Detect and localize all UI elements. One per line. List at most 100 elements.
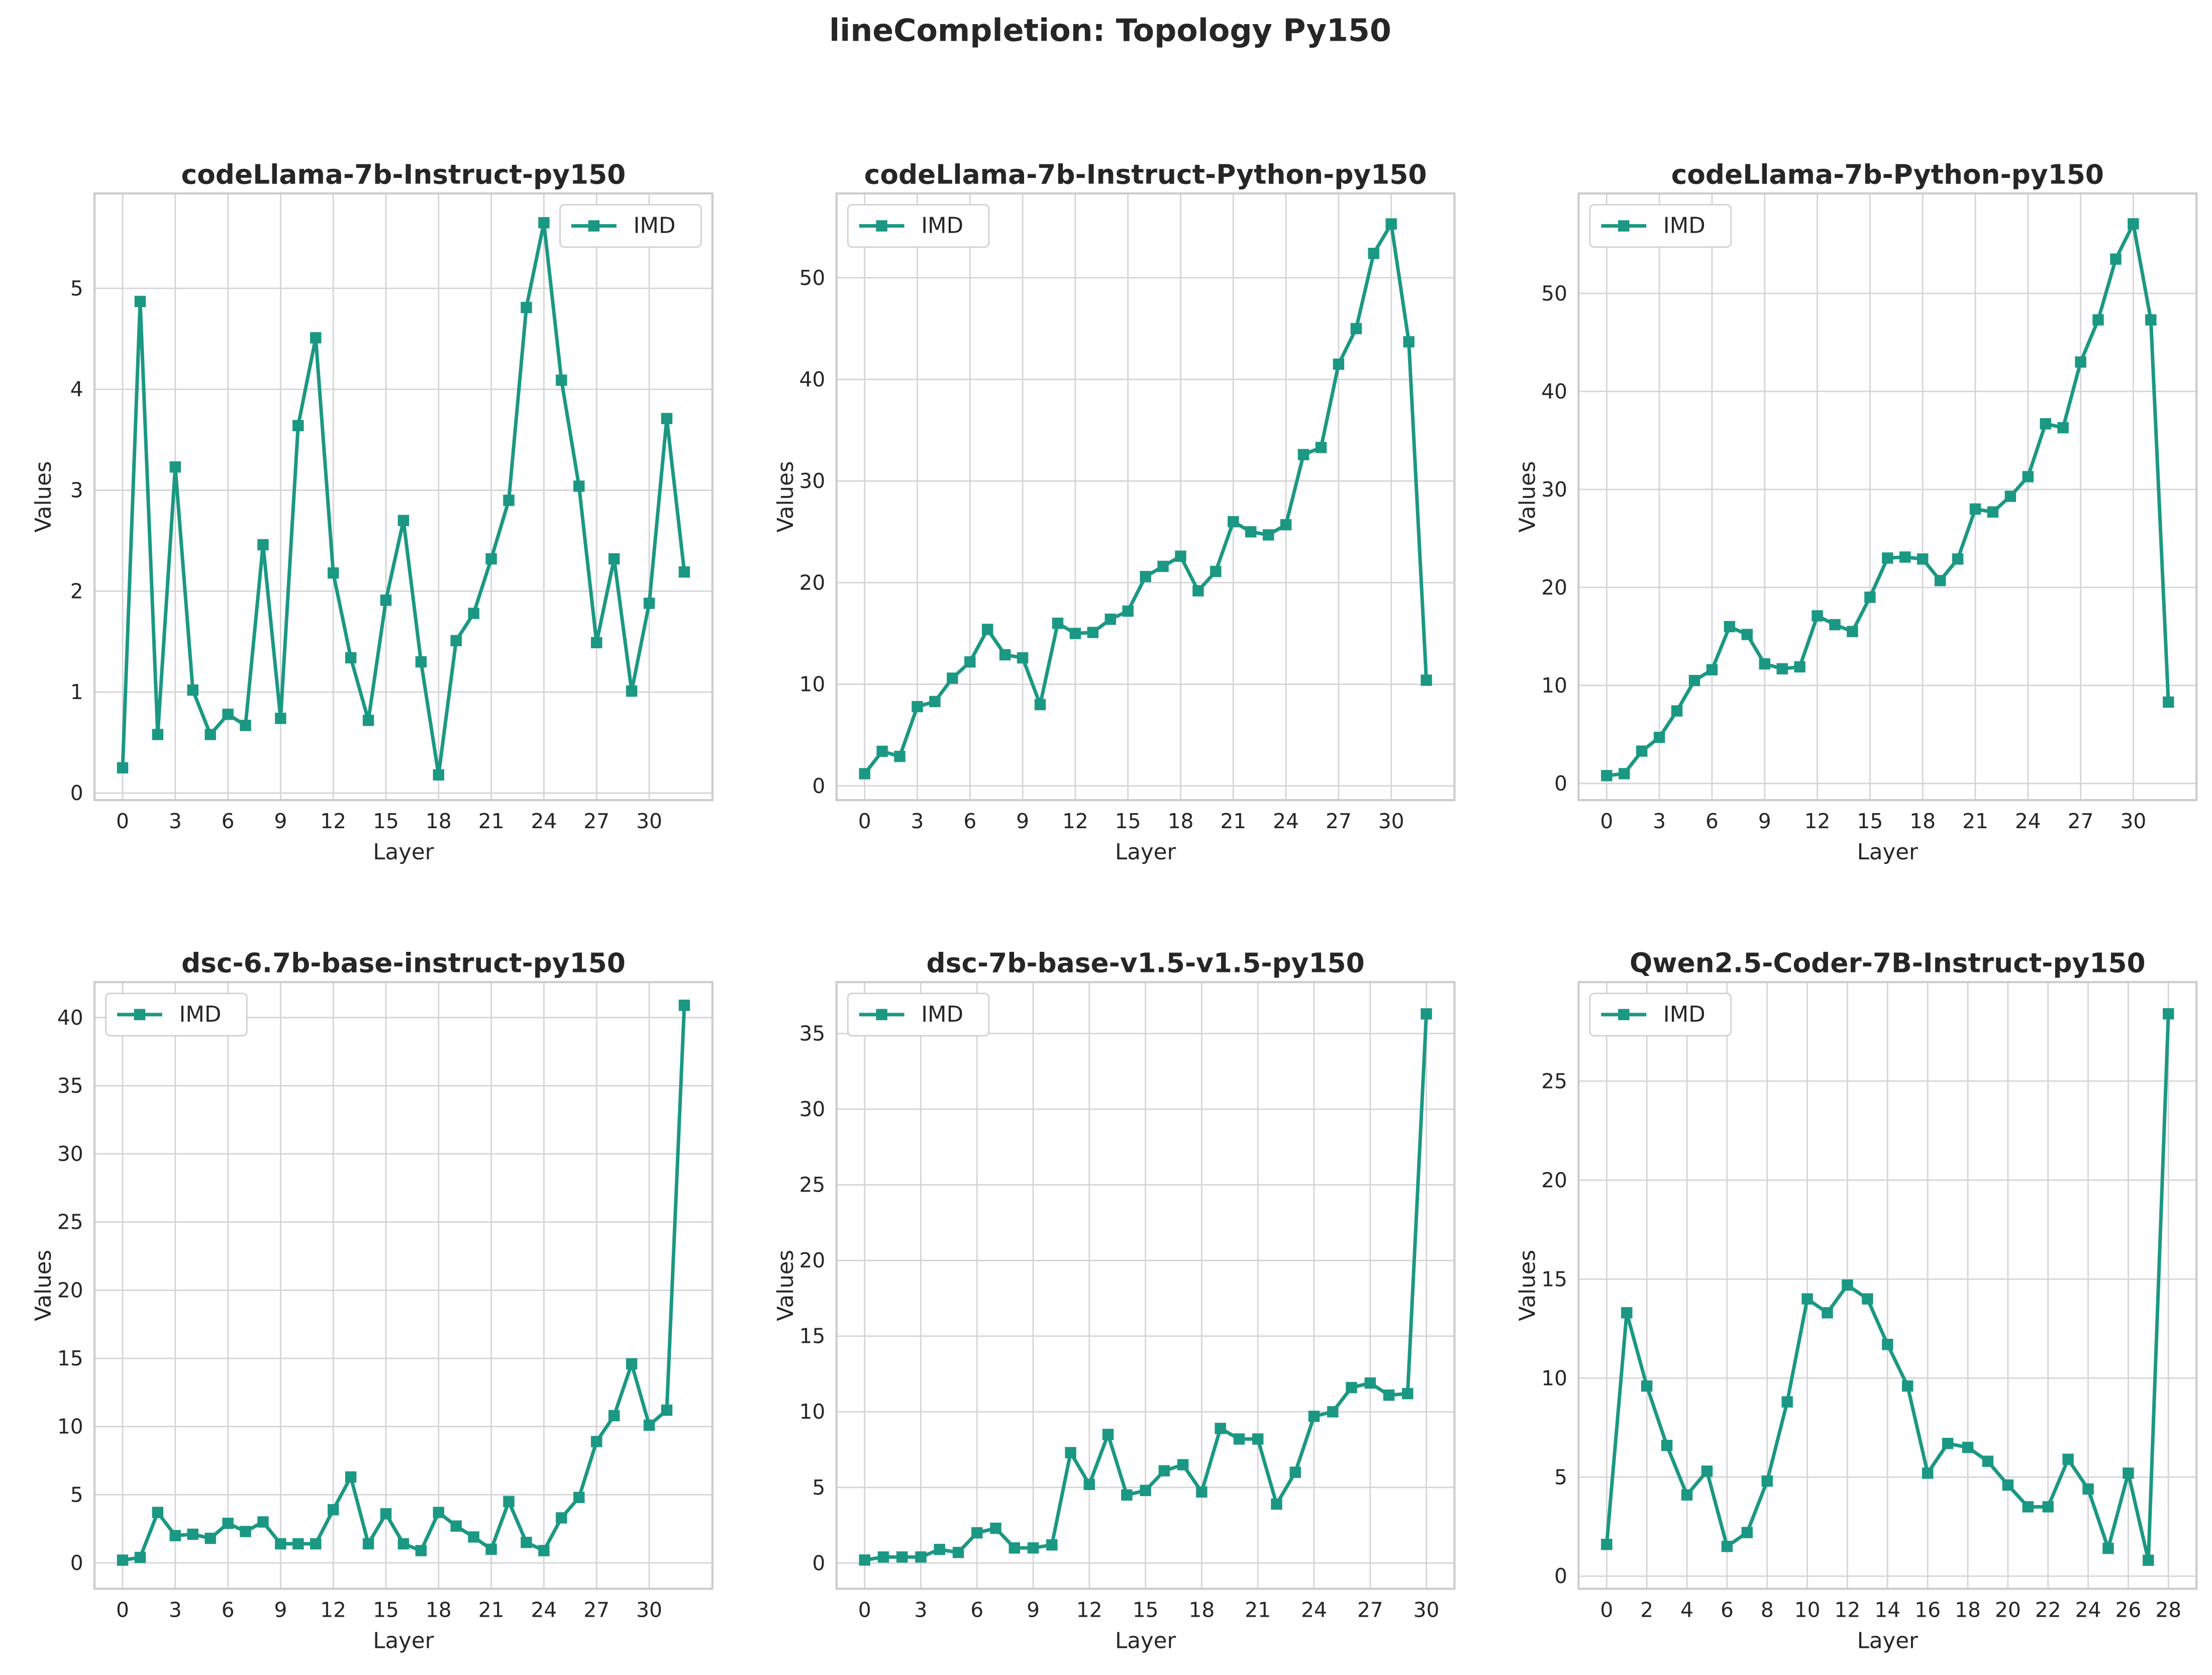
y-tick-label: 5 — [812, 1475, 825, 1500]
y-tick-label: 5 — [70, 1483, 83, 1507]
data-point — [896, 1551, 908, 1563]
data-point — [2004, 490, 2017, 502]
data-point — [1177, 1459, 1189, 1470]
data-point — [327, 567, 339, 579]
y-tick-label: 3 — [70, 478, 83, 502]
x-tick-label: 21 — [478, 1598, 505, 1622]
data-point — [1083, 1479, 1095, 1490]
y-tick-label: 4 — [70, 377, 83, 402]
data-point — [1781, 1396, 1793, 1408]
y-tick-label: 40 — [799, 367, 826, 391]
x-tick-label: 9 — [1758, 809, 1771, 833]
axes-frame — [835, 981, 1456, 1590]
x-tick-label: 24 — [531, 1598, 557, 1622]
data-point — [1721, 1540, 1733, 1552]
data-point — [1759, 658, 1770, 670]
data-point — [661, 1404, 673, 1416]
x-tick-label: 30 — [636, 809, 662, 833]
x-tick-label: 10 — [1794, 1598, 1821, 1622]
data-point — [1402, 1388, 1414, 1400]
legend-label: IMD — [921, 214, 963, 239]
y-tick-label: 20 — [799, 570, 826, 595]
data-point — [2123, 1467, 2134, 1479]
legend-box — [105, 993, 248, 1037]
data-point — [521, 1536, 532, 1548]
legend-box — [1589, 993, 1732, 1037]
data-point — [117, 762, 129, 774]
x-tick-label: 0 — [116, 809, 129, 833]
data-point — [643, 598, 655, 609]
data-point — [952, 1546, 964, 1558]
data-point — [1140, 1485, 1151, 1496]
data-point — [222, 709, 234, 720]
x-tick-label: 12 — [1062, 809, 1088, 833]
data-point — [1942, 1438, 1954, 1449]
x-tick-label: 0 — [858, 809, 871, 833]
x-tick-label: 24 — [2075, 1598, 2101, 1622]
y-tick-label: 20 — [1541, 575, 1567, 600]
y-axis-label: Values — [773, 1250, 798, 1321]
data-point — [1192, 585, 1204, 597]
x-tick-label: 9 — [1027, 1598, 1040, 1622]
data-point — [1864, 592, 1876, 603]
x-tick-label: 21 — [478, 809, 505, 833]
data-point — [503, 1496, 515, 1508]
data-point — [573, 1492, 585, 1503]
data-point — [485, 553, 497, 565]
legend-box — [847, 204, 990, 248]
y-tick-label: 15 — [57, 1346, 83, 1370]
data-point — [1761, 1475, 1773, 1487]
x-tick-label: 6 — [1721, 1598, 1734, 1622]
data-point — [1228, 516, 1239, 528]
x-tick-label: 26 — [2115, 1598, 2141, 1622]
plot-area — [836, 193, 1455, 801]
x-tick-label: 14 — [1874, 1598, 1900, 1622]
data-point — [1741, 1527, 1753, 1538]
data-point — [1601, 770, 1613, 781]
data-point — [1403, 336, 1415, 348]
data-point — [240, 1526, 251, 1537]
axes-frame — [1577, 981, 2198, 1590]
y-tick-label: 30 — [799, 1097, 826, 1121]
y-tick-label: 10 — [799, 672, 826, 697]
data-point — [187, 1528, 198, 1540]
x-axis-label: Layer — [1857, 1628, 1918, 1653]
legend-box — [559, 204, 702, 248]
data-point — [380, 1508, 392, 1520]
x-tick-label: 15 — [1133, 1598, 1159, 1622]
data-point — [876, 745, 888, 757]
legend-label: IMD — [1663, 1002, 1705, 1027]
data-point — [1308, 1411, 1320, 1422]
data-point — [661, 413, 673, 425]
data-point — [468, 608, 479, 619]
data-point — [2092, 314, 2104, 326]
data-point — [1812, 610, 1823, 622]
x-tick-label: 18 — [1168, 809, 1194, 833]
y-axis-label: Values — [1515, 1250, 1540, 1321]
x-tick-label: 3 — [169, 1598, 182, 1622]
y-tick-label: 50 — [1541, 281, 1567, 306]
y-tick-label: 0 — [812, 1551, 825, 1575]
data-point — [1252, 1433, 1264, 1445]
data-point — [310, 1538, 322, 1550]
legend-label: IMD — [179, 1002, 222, 1027]
data-point — [1882, 1339, 1893, 1350]
data-point — [2162, 696, 2174, 708]
data-point — [1315, 442, 1327, 453]
data-point — [1297, 449, 1310, 460]
y-axis-label: Values — [31, 1250, 56, 1321]
data-point — [1962, 1441, 1974, 1453]
data-point — [643, 1419, 655, 1431]
data-point — [1987, 506, 1999, 518]
data-point — [205, 729, 216, 740]
data-point — [380, 595, 392, 606]
y-tick-label: 35 — [799, 1022, 826, 1046]
axes-frame — [93, 192, 714, 802]
y-tick-label: 15 — [799, 1324, 826, 1348]
y-tick-label: 0 — [70, 1551, 83, 1575]
data-point — [1776, 663, 1788, 675]
x-tick-label: 12 — [320, 809, 346, 833]
x-tick-label: 0 — [858, 1598, 871, 1622]
legend-marker — [588, 220, 600, 232]
y-tick-label: 5 — [1554, 1465, 1567, 1489]
